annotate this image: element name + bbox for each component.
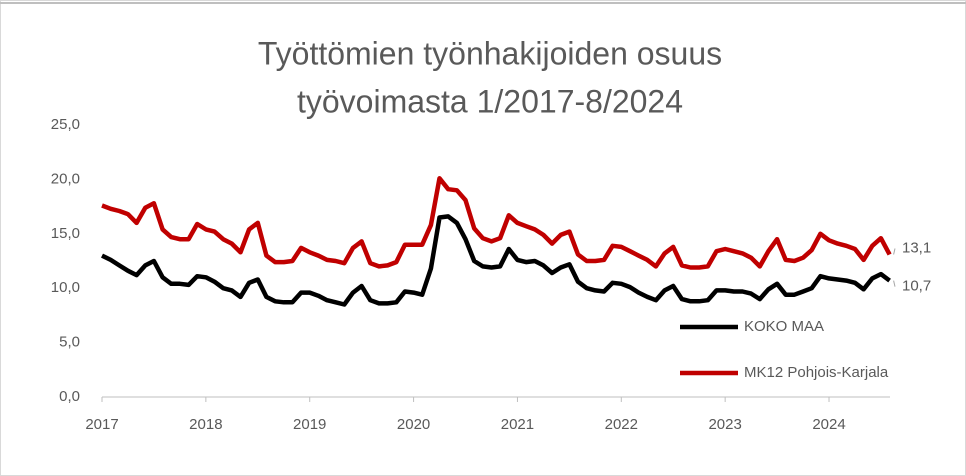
data-label: 10,7 xyxy=(902,278,931,295)
y-tick-label: 25,0 xyxy=(51,116,80,133)
leader-line xyxy=(893,280,896,287)
x-tick-label: 2020 xyxy=(397,416,430,433)
x-tick-label: 2017 xyxy=(85,416,118,433)
y-tick-label: 20,0 xyxy=(51,170,80,187)
y-tick-label: 10,0 xyxy=(51,279,80,296)
series-line xyxy=(101,176,892,270)
legend-label: MK12 Pohjois-Karjala xyxy=(744,364,889,381)
x-tick-label: 2019 xyxy=(293,416,326,433)
x-tick-label: 2021 xyxy=(501,416,534,433)
x-tick-label: 2024 xyxy=(812,416,845,433)
y-tick-label: 15,0 xyxy=(51,225,80,242)
leader-line xyxy=(893,248,896,255)
y-tick-label: 5,0 xyxy=(59,334,80,351)
y-tick-label: 0,0 xyxy=(59,388,80,405)
x-tick-label: 2018 xyxy=(189,416,222,433)
series-line xyxy=(101,214,891,307)
x-tick-label: 2022 xyxy=(605,416,638,433)
legend-label: KOKO MAA xyxy=(744,318,824,335)
chart-title: työvoimasta 1/2017-8/2024 xyxy=(297,83,683,119)
x-tick-label: 2023 xyxy=(708,416,741,433)
chart-title: Työttömien työnhakijoiden osuus xyxy=(258,35,722,71)
data-label: 13,1 xyxy=(902,239,931,256)
